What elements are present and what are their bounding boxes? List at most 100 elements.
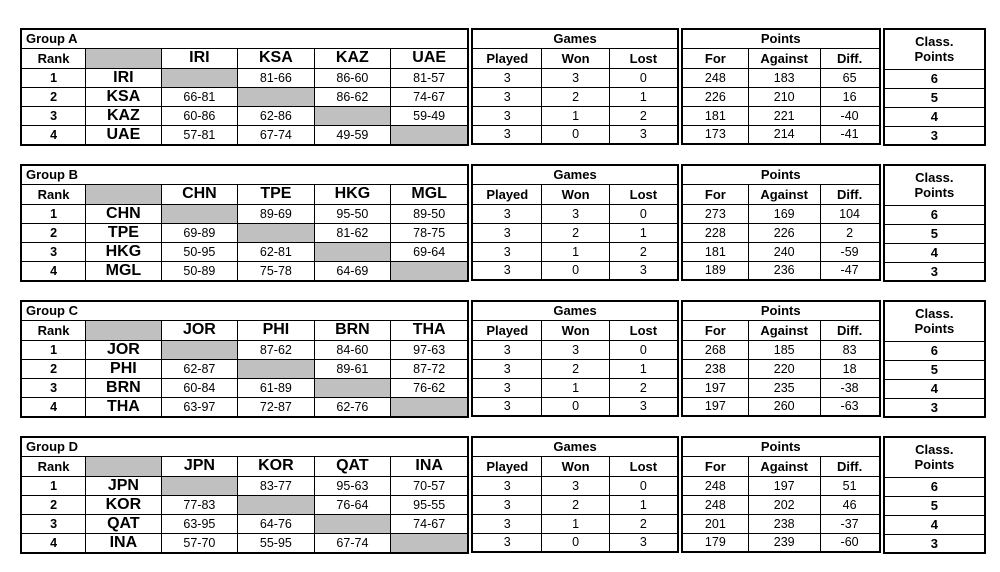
result-cell: 50-89: [160, 260, 239, 281]
class-points-header: Class. Points: [883, 164, 986, 206]
won-cell: 1: [541, 513, 610, 534]
played-cell: 3: [471, 86, 543, 107]
result-cell: 62-86: [237, 105, 315, 126]
for-cell: 248: [681, 67, 749, 88]
lost-cell: 1: [608, 494, 679, 515]
diff-cell: 46: [819, 494, 881, 515]
group-block: Group D Rank JPN KOR QAT INA 1 JPN 83-77 95-63 70-…: [20, 436, 986, 554]
won-cell: 2: [541, 86, 610, 107]
against-header: Against: [747, 47, 821, 69]
result-cell: 81-57: [390, 67, 469, 88]
result-cell: 72-87: [237, 396, 315, 417]
result-cell: 55-95: [237, 532, 315, 553]
class-points-header-line2: Points: [914, 321, 955, 337]
rank-cell: 3: [20, 241, 87, 262]
result-cell: 50-95: [160, 241, 239, 262]
result-cell: 76-64: [313, 494, 392, 515]
result-cell: 62-87: [160, 358, 239, 379]
team-column-header: KAZ: [313, 47, 392, 69]
result-cell: 87-72: [390, 358, 469, 379]
result-cell: 77-83: [160, 494, 239, 515]
group-title: Group D: [20, 436, 469, 457]
class-points-header: Class. Points: [883, 28, 986, 70]
class-points-header-line1: Class.: [915, 306, 954, 322]
class-points-cell: 3: [883, 397, 986, 418]
result-cell: 97-63: [390, 339, 469, 360]
class-points-cell: 4: [883, 514, 986, 535]
for-cell: 181: [681, 241, 749, 262]
won-header: Won: [541, 183, 610, 205]
played-cell: 3: [471, 396, 543, 417]
won-cell: 3: [541, 203, 610, 224]
lost-cell: 0: [608, 339, 679, 360]
result-cell-self: [390, 532, 469, 553]
matrix-table: Group D Rank JPN KOR QAT INA 1 JPN 83-77 95-63 70-…: [20, 436, 470, 554]
won-cell: 2: [541, 494, 610, 515]
result-cell-self: [390, 124, 469, 145]
lost-cell: 1: [608, 86, 679, 107]
played-cell: 3: [471, 222, 543, 243]
result-cell: 86-62: [313, 86, 392, 107]
played-cell: 3: [471, 377, 543, 398]
result-cell: 86-60: [313, 67, 392, 88]
result-cell: 64-69: [313, 260, 392, 281]
class-points-cell: 4: [883, 106, 986, 127]
played-cell: 3: [471, 532, 543, 553]
result-cell: 57-81: [160, 124, 239, 145]
result-cell-self: [237, 494, 315, 515]
result-cell: 89-69: [237, 203, 315, 224]
rank-cell: 2: [20, 358, 87, 379]
rank-cell: 3: [20, 105, 87, 126]
result-cell: 95-50: [313, 203, 392, 224]
result-cell: 78-75: [390, 222, 469, 243]
points-table: Points For Against Diff. 268 185 83 238 220 18 197…: [680, 300, 881, 417]
for-cell: 197: [681, 377, 749, 398]
team-name-cell: HKG: [85, 241, 162, 262]
lost-header: Lost: [608, 319, 679, 341]
result-cell: 60-84: [160, 377, 239, 398]
team-name-cell: THA: [85, 396, 162, 417]
rank-cell: 1: [20, 203, 87, 224]
against-cell: 238: [747, 513, 821, 534]
won-cell: 0: [541, 124, 610, 145]
played-header: Played: [471, 319, 543, 341]
diff-cell: 104: [819, 203, 881, 224]
result-cell-self: [237, 222, 315, 243]
result-cell: 62-76: [313, 396, 392, 417]
class-points-cell: 3: [883, 261, 986, 282]
team-name-cell: KOR: [85, 494, 162, 515]
result-cell-self: [237, 86, 315, 107]
won-header: Won: [541, 47, 610, 69]
result-cell: 64-76: [237, 513, 315, 534]
for-cell: 201: [681, 513, 749, 534]
team-name-cell: KAZ: [85, 105, 162, 126]
result-cell-self: [313, 241, 392, 262]
won-cell: 1: [541, 105, 610, 126]
result-cell-self: [313, 513, 392, 534]
rank-cell: 1: [20, 475, 87, 496]
team-column-header: IRI: [160, 47, 239, 69]
for-header: For: [681, 319, 749, 341]
class-points-header: Class. Points: [883, 436, 986, 478]
class-points-cell: 3: [883, 125, 986, 146]
team-name-cell: TPE: [85, 222, 162, 243]
diff-cell: -59: [819, 241, 881, 262]
won-cell: 3: [541, 339, 610, 360]
games-table: Games Played Won Lost 3 3 0 3 2 1 3 1 2 3 0 3: [471, 28, 679, 145]
group-block: Group A Rank IRI KSA KAZ UAE 1 IRI 81-66 86-60 81-…: [20, 28, 986, 146]
against-cell: 220: [747, 358, 821, 379]
games-table: Games Played Won Lost 3 3 0 3 2 1 3 1 2 3 0 3: [471, 300, 679, 417]
lost-cell: 1: [608, 358, 679, 379]
diff-header: Diff.: [819, 47, 881, 69]
rank-cell: 3: [20, 513, 87, 534]
for-header: For: [681, 455, 749, 477]
against-cell: 214: [747, 124, 821, 145]
groups-container: Group A Rank IRI KSA KAZ UAE 1 IRI 81-66 86-60 81-…: [20, 28, 986, 554]
played-cell: 3: [471, 513, 543, 534]
against-header: Against: [747, 455, 821, 477]
result-cell: 59-49: [390, 105, 469, 126]
team-name-cell: PHI: [85, 358, 162, 379]
lost-cell: 2: [608, 105, 679, 126]
won-cell: 3: [541, 475, 610, 496]
won-header: Won: [541, 319, 610, 341]
